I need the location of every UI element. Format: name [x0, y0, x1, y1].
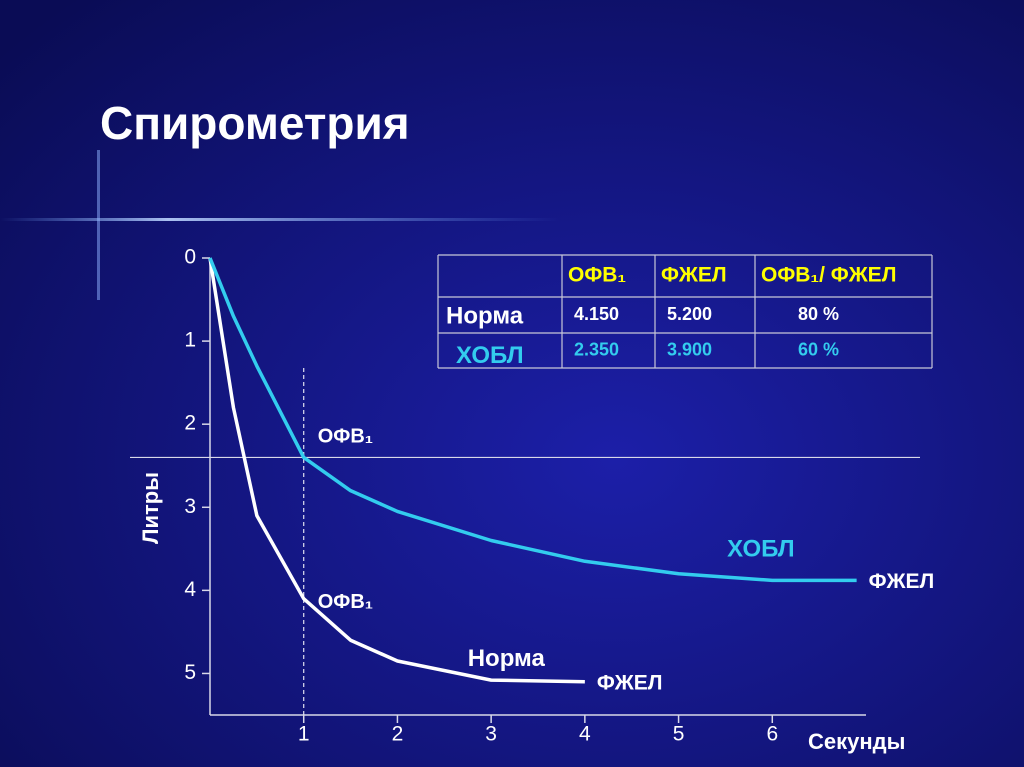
table-row-label: ХОБЛ — [456, 342, 524, 369]
table-header: ОФВ₁/ ФЖЕЛ — [761, 264, 896, 287]
series-name: ХОБЛ — [727, 536, 795, 563]
y-tick-label: 4 — [184, 578, 196, 601]
y-axis-label: Литры — [138, 472, 163, 544]
flare — [0, 218, 560, 221]
end-label: ФЖЕЛ — [597, 671, 663, 694]
x-tick-label: 1 — [298, 723, 310, 746]
table-cell: 80 % — [798, 304, 839, 324]
table-header: ФЖЕЛ — [661, 264, 727, 287]
y-tick-label: 3 — [184, 495, 196, 518]
y-tick-label: 2 — [184, 412, 196, 435]
series-line — [208, 257, 857, 583]
table-cell: 5.200 — [667, 304, 712, 324]
flare — [97, 150, 100, 300]
slide-title: Спирометрия — [100, 97, 410, 149]
table-cell: 2.350 — [574, 339, 619, 359]
table-cell: 60 % — [798, 339, 839, 359]
plot: 0 1 2 3 4 5 1 2 3 4 5 6 Норма ФЖЕЛ ОФВ₁ ХОБЛ ФЖЕЛ ОФВ₁ — [130, 246, 934, 746]
y-tick-label: 0 — [184, 246, 196, 269]
table-cell: 4.150 — [574, 304, 619, 324]
series-name: Норма — [468, 645, 546, 672]
end-label: ФЖЕЛ — [869, 570, 935, 593]
x-tick-label: 5 — [673, 723, 685, 746]
x-tick-label: 6 — [766, 723, 778, 746]
table: ОФВ₁ ФЖЕЛ ОФВ₁/ ФЖЕЛ Норма 4.150 5.200 80 % ХОБ… — [437, 254, 933, 369]
y-tick-label: 5 — [184, 661, 196, 684]
table-header: ОФВ₁ — [568, 264, 626, 287]
series-line — [208, 257, 585, 684]
x-tick-label: 3 — [485, 723, 497, 746]
y-tick-label: 1 — [184, 329, 196, 352]
point-label: ОФВ₁ — [318, 426, 373, 448]
table-row-label: Норма — [446, 302, 524, 329]
x-tick-label: 4 — [579, 723, 591, 746]
table-cell: 3.900 — [667, 339, 712, 359]
x-axis-label: Секунды — [808, 729, 905, 754]
x-tick-label: 2 — [392, 723, 404, 746]
point-label: ОФВ₁ — [318, 591, 373, 613]
